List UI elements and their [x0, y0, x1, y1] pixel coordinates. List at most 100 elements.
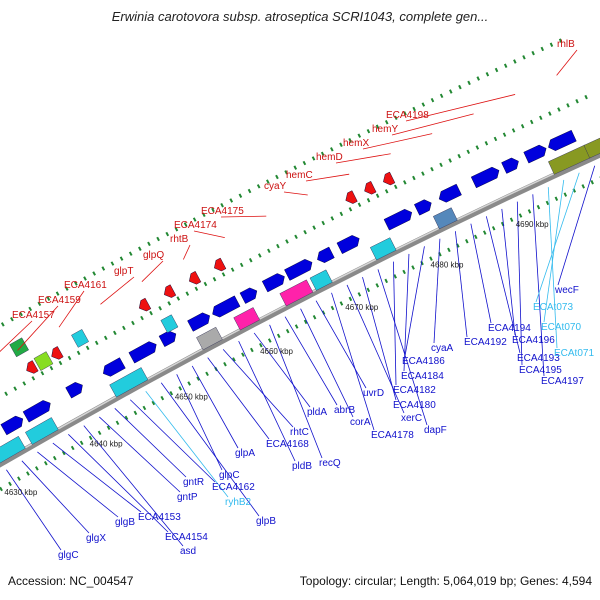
- track-dot: [113, 330, 117, 336]
- scale-tick-label: 4660 kbp: [260, 347, 293, 356]
- track-dot: [566, 103, 570, 108]
- track-dot: [482, 230, 487, 235]
- track-dot: [421, 171, 425, 176]
- label-leader: [543, 179, 565, 323]
- track-dot: [484, 140, 489, 146]
- label-leader: [269, 324, 323, 459]
- track-dot: [223, 361, 227, 367]
- gene-arrow: [212, 295, 241, 318]
- track-dot: [230, 267, 235, 272]
- track-dot: [92, 271, 96, 276]
- gene-label-bottom: dapF: [424, 425, 447, 436]
- track-dot: [311, 156, 316, 161]
- track-dot: [101, 266, 106, 271]
- track-dot: [8, 481, 12, 487]
- track-dot: [275, 174, 279, 180]
- gene-label-bottom: glpC: [219, 470, 240, 481]
- track-dot: [0, 322, 5, 327]
- gene-arrow: [501, 157, 519, 174]
- track-dot: [97, 430, 102, 436]
- track-dot: [28, 306, 33, 312]
- label-leader: [52, 442, 142, 513]
- track-dot: [241, 352, 245, 357]
- label-leader: [207, 357, 270, 440]
- scale-tick-label: 4680 kbp: [431, 261, 464, 270]
- gene-label-bottom: wecF: [554, 285, 579, 296]
- track-dot: [276, 333, 281, 339]
- label-leader: [21, 460, 90, 534]
- track-dot: [239, 262, 244, 268]
- track-dot: [348, 137, 352, 143]
- track-dot: [115, 420, 120, 426]
- track-dot: [375, 283, 380, 288]
- track-dot: [447, 247, 451, 253]
- track-dot: [76, 350, 81, 356]
- track-dot: [26, 471, 30, 476]
- gene-label-bottom: ECA4182: [393, 385, 436, 396]
- label-leader: [403, 253, 410, 372]
- track-dot: [330, 305, 335, 311]
- track-dots-inner: [0, 94, 600, 492]
- label-leader: [0, 320, 33, 352]
- label-leader: [532, 194, 545, 377]
- gene-label-bottom: ECA4154: [165, 532, 208, 543]
- track-dot: [259, 342, 263, 348]
- track-dot: [439, 162, 443, 168]
- gene-label-top: ECA4159: [38, 295, 81, 306]
- gene-label-top: glpT: [114, 266, 133, 277]
- label-leader: [391, 113, 474, 136]
- gene-label-top: rhtB: [170, 234, 189, 245]
- track-dot: [357, 202, 362, 208]
- feature-block: [33, 351, 54, 371]
- label-leader: [362, 277, 397, 401]
- feature-blocks: [0, 132, 600, 469]
- track-dot: [348, 207, 353, 212]
- track-dot: [493, 136, 498, 142]
- feature-block: [160, 314, 179, 333]
- track-dot: [393, 184, 398, 190]
- gene-label-bottom: asd: [180, 546, 196, 557]
- track-dot: [40, 370, 45, 376]
- track-dot: [58, 360, 63, 366]
- gene-arrow: [189, 271, 202, 285]
- label-leader: [83, 425, 184, 547]
- gene-label-top: glpQ: [143, 250, 164, 261]
- feature-block: [71, 329, 89, 348]
- track-dot: [174, 226, 179, 232]
- gene-arrow: [317, 246, 335, 263]
- gene-arrow: [138, 297, 152, 312]
- track-dot: [247, 188, 252, 194]
- track-dot: [79, 440, 84, 446]
- label-leader: [193, 230, 225, 239]
- track-dot: [474, 234, 478, 240]
- track-dot: [575, 99, 579, 104]
- label-leader: [99, 416, 181, 493]
- label-leader: [129, 399, 216, 483]
- track-dot: [140, 315, 144, 321]
- track-dot: [106, 425, 111, 431]
- track-dot: [509, 217, 514, 223]
- label-leader: [470, 223, 492, 324]
- track-dot: [384, 189, 389, 194]
- track-dot: [248, 257, 253, 263]
- gene-labels: ECA4157 ECA4159 ECA4161 glpT glpQ rhtB ECA4174…: [12, 39, 594, 561]
- label-leader: [114, 408, 187, 478]
- track-dot: [43, 460, 48, 466]
- track-dot: [187, 381, 192, 386]
- track-dot: [412, 175, 416, 181]
- track-dot: [303, 319, 308, 325]
- gene-label-bottom: corA: [350, 417, 371, 428]
- gene-label-bottom: rhtC: [290, 427, 309, 438]
- track-dot: [103, 335, 108, 341]
- gene-label-bottom: ECA4153: [138, 512, 181, 523]
- track-dot: [458, 84, 462, 90]
- track-dot: [581, 184, 585, 189]
- track-dot: [522, 55, 526, 60]
- track-dot: [149, 310, 153, 316]
- gene-arrow: [470, 166, 500, 189]
- track-dot: [221, 272, 226, 277]
- map-title: Erwinia carotovora subsp. atroseptica SC…: [111, 9, 489, 24]
- track-dot: [17, 476, 21, 481]
- feature-block: [0, 435, 26, 469]
